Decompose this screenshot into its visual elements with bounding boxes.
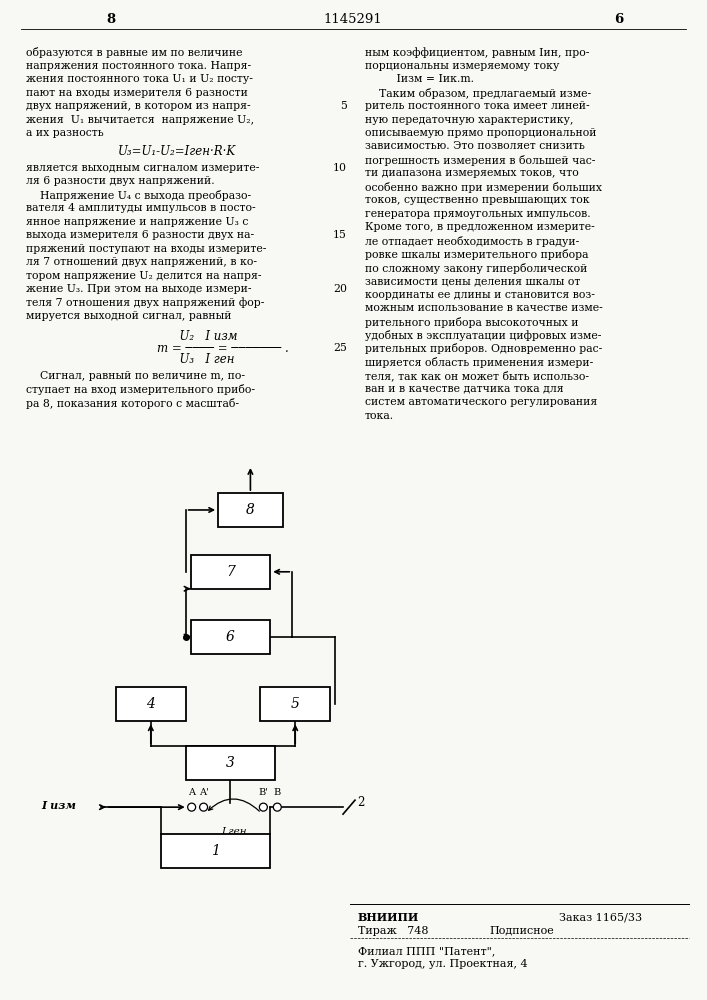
Text: ным коэффициентом, равным Iин, про-: ным коэффициентом, равным Iин, про- [365, 47, 590, 58]
Text: 1145291: 1145291 [324, 13, 382, 26]
Circle shape [187, 803, 196, 811]
Circle shape [274, 803, 281, 811]
Text: пают на входы измерителя 6 разности: пают на входы измерителя 6 разности [26, 88, 248, 98]
Text: 25: 25 [333, 343, 347, 353]
Text: ти диапазона измеряемых токов, что: ти диапазона измеряемых токов, что [365, 168, 579, 178]
Text: ную передаточную характеристику,: ную передаточную характеристику, [365, 115, 573, 125]
Text: по сложному закону гиперболической: по сложному закону гиперболической [365, 263, 588, 274]
Text: 4: 4 [146, 697, 156, 711]
Text: 1: 1 [211, 844, 220, 858]
Text: Подписное: Подписное [489, 926, 554, 936]
Text: а их разность: а их разность [26, 128, 104, 138]
Text: 20: 20 [333, 284, 347, 294]
Text: жения постоянного тока U₁ и U₂ посту-: жения постоянного тока U₁ и U₂ посту- [26, 74, 253, 84]
Text: 2: 2 [357, 796, 364, 809]
Text: зависимостью. Это позволяет снизить: зависимостью. Это позволяет снизить [365, 141, 585, 151]
Bar [191, 620, 270, 654]
Circle shape [259, 803, 267, 811]
Text: 15: 15 [333, 230, 347, 240]
Text: г. Ужгород, ул. Проектная, 4: г. Ужгород, ул. Проектная, 4 [358, 959, 527, 969]
Text: Iизм = Iик.m.: Iизм = Iик.m. [365, 74, 474, 84]
Text: жение U₃. При этом на выходе измери-: жение U₃. При этом на выходе измери- [26, 284, 252, 294]
Text: рительных приборов. Одновременно рас-: рительных приборов. Одновременно рас- [365, 343, 602, 354]
Text: I ген: I ген [221, 827, 246, 836]
Text: янное напряжение и напряжение U₃ с: янное напряжение и напряжение U₃ с [26, 217, 249, 227]
Text: систем автоматического регулирования: систем автоматического регулирования [365, 397, 597, 407]
Text: I изм: I изм [41, 800, 76, 811]
Text: тором напряжение U₂ делится на напря-: тором напряжение U₂ делится на напря- [26, 271, 262, 281]
Text: ле отпадает необходимость в градуи-: ле отпадает необходимость в градуи- [365, 236, 579, 247]
Text: U₂   I изм: U₂ I изм [157, 330, 238, 343]
Bar [186, 746, 275, 780]
Text: 7: 7 [226, 565, 235, 579]
Text: ля 6 разности двух напряжений.: ля 6 разности двух напряжений. [26, 176, 215, 186]
Text: ширяется область применения измери-: ширяется область применения измери- [365, 357, 593, 368]
Text: A': A' [199, 788, 209, 797]
Text: удобных в эксплуатации цифровых изме-: удобных в эксплуатации цифровых изме- [365, 330, 602, 341]
Text: 8: 8 [106, 13, 115, 26]
Text: ля 7 отношений двух напряжений, в ко-: ля 7 отношений двух напряжений, в ко- [26, 257, 257, 267]
Text: Филиал ППП "Патент",: Филиал ППП "Патент", [358, 946, 496, 956]
Text: выхода измерителя 6 разности двух на-: выхода измерителя 6 разности двух на- [26, 230, 255, 240]
Text: Тираж   748: Тираж 748 [358, 926, 428, 936]
Text: образуются в равные им по величине: образуются в равные им по величине [26, 47, 243, 58]
Text: генератора прямоугольных импульсов.: генератора прямоугольных импульсов. [365, 209, 590, 219]
Bar [260, 687, 330, 721]
Text: можным использование в качестве изме-: можным использование в качестве изме- [365, 303, 602, 313]
Bar [218, 493, 283, 527]
Text: ритель постоянного тока имеет линей-: ритель постоянного тока имеет линей- [365, 101, 590, 111]
Bar [116, 687, 186, 721]
Text: двух напряжений, в котором из напря-: двух напряжений, в котором из напря- [26, 101, 251, 111]
Text: 6: 6 [614, 13, 624, 26]
Text: рительного прибора высокоточных и: рительного прибора высокоточных и [365, 317, 578, 328]
Text: ВНИИПИ: ВНИИПИ [358, 912, 419, 923]
Text: B': B' [258, 788, 269, 797]
Text: U₃=U₁-U₂=Iген·R·K: U₃=U₁-U₂=Iген·R·K [118, 145, 236, 158]
Text: координаты ее длины и становится воз-: координаты ее длины и становится воз- [365, 290, 595, 300]
Text: жения  U₁ вычитается  напряжение U₂,: жения U₁ вычитается напряжение U₂, [26, 115, 255, 125]
Text: ван и в качестве датчика тока для: ван и в качестве датчика тока для [365, 384, 563, 394]
Text: Таким образом, предлагаемый изме-: Таким образом, предлагаемый изме- [365, 88, 591, 99]
Text: вателя 4 амплитуды импульсов в посто-: вателя 4 амплитуды импульсов в посто- [26, 203, 256, 213]
Text: является выходным сигналом измерите-: является выходным сигналом измерите- [26, 163, 259, 173]
Text: особенно важно при измерении больших: особенно важно при измерении больших [365, 182, 602, 193]
Text: пряжений поступают на входы измерите-: пряжений поступают на входы измерите- [26, 244, 267, 254]
Text: описываемую прямо пропорциональной: описываемую прямо пропорциональной [365, 128, 597, 138]
Text: 3: 3 [226, 756, 235, 770]
Text: ступает на вход измерительного прибо-: ступает на вход измерительного прибо- [26, 384, 255, 395]
Text: U₃   I ген: U₃ I ген [157, 353, 235, 366]
Bar [160, 834, 270, 868]
Text: m = ──── = ─────── .: m = ──── = ─────── . [157, 342, 289, 355]
Text: 8: 8 [246, 503, 255, 517]
Text: 10: 10 [333, 163, 347, 173]
Text: A: A [188, 788, 195, 797]
Text: зависимости цены деления шкалы от: зависимости цены деления шкалы от [365, 276, 580, 286]
Text: Сигнал, равный по величине m, по-: Сигнал, равный по величине m, по- [26, 371, 245, 381]
Text: тока.: тока. [365, 411, 394, 421]
Text: ровке шкалы измерительного прибора: ровке шкалы измерительного прибора [365, 249, 588, 260]
Text: токов, существенно превышающих ток: токов, существенно превышающих ток [365, 195, 590, 205]
Circle shape [199, 803, 208, 811]
Text: напряжения постоянного тока. Напря-: напряжения постоянного тока. Напря- [26, 61, 252, 71]
Text: погрешность измерения в большей час-: погрешность измерения в большей час- [365, 155, 595, 166]
Text: теля, так как он может быть использо-: теля, так как он может быть использо- [365, 370, 589, 381]
Text: мируется выходной сигнал, равный: мируется выходной сигнал, равный [26, 311, 232, 321]
Text: 6: 6 [226, 630, 235, 644]
Text: 5: 5 [291, 697, 300, 711]
Text: 5: 5 [340, 101, 347, 111]
Bar [191, 555, 270, 589]
Text: порциональны измеряемому току: порциональны измеряемому току [365, 61, 559, 71]
Text: B: B [274, 788, 281, 797]
Text: теля 7 отношения двух напряжений фор-: теля 7 отношения двух напряжений фор- [26, 298, 264, 308]
Text: Напряжение U₄ с выхода преобразо-: Напряжение U₄ с выхода преобразо- [26, 190, 252, 201]
Text: ра 8, показания которого с масштаб-: ра 8, показания которого с масштаб- [26, 398, 239, 409]
Text: Заказ 1165/33: Заказ 1165/33 [559, 913, 643, 923]
Text: Кроме того, в предложенном измерите-: Кроме того, в предложенном измерите- [365, 222, 595, 232]
